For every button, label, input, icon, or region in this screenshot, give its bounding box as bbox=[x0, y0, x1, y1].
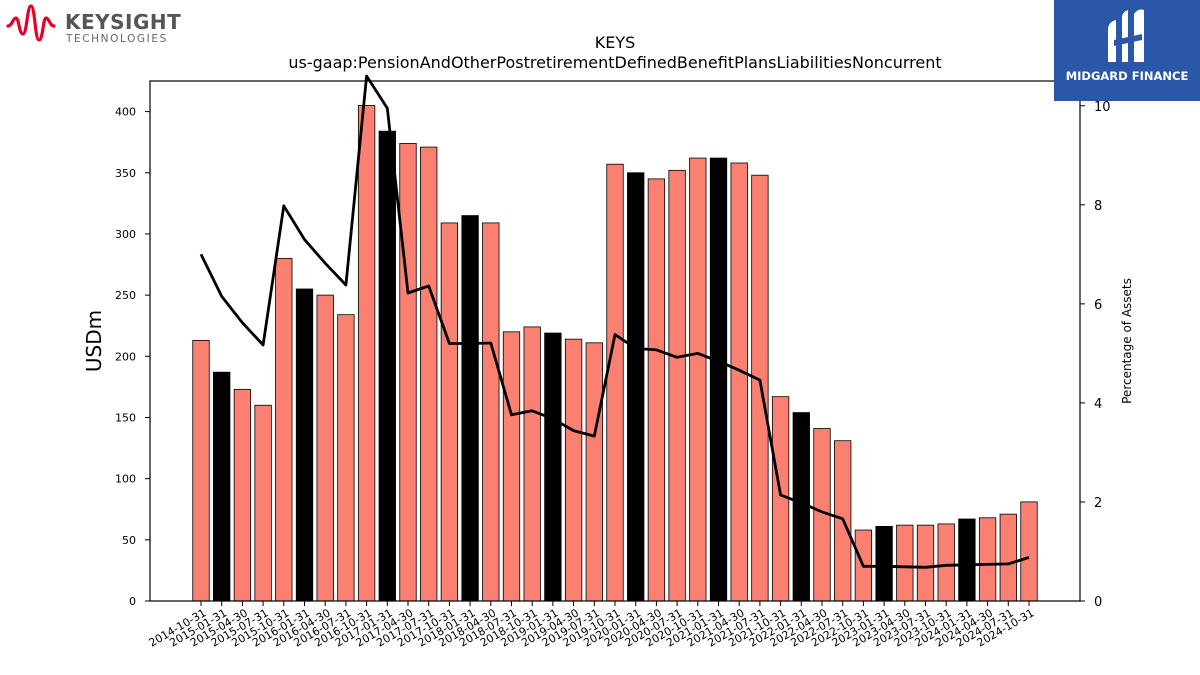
bar bbox=[709, 157, 728, 602]
bar bbox=[213, 371, 231, 602]
bar bbox=[606, 163, 624, 602]
y-tick-label: 50 bbox=[122, 534, 136, 547]
bar bbox=[730, 162, 748, 602]
company-name: KEYSIGHT bbox=[65, 10, 182, 34]
bar bbox=[627, 172, 645, 602]
bar bbox=[689, 157, 707, 602]
bar bbox=[254, 404, 272, 602]
bar bbox=[192, 339, 210, 602]
bar bbox=[461, 215, 479, 602]
y-tick-label: 300 bbox=[115, 228, 136, 241]
bar bbox=[999, 513, 1017, 602]
y-tick-label: 350 bbox=[115, 167, 136, 180]
y2-tick-label: 10 bbox=[1094, 100, 1111, 115]
bar bbox=[896, 524, 914, 602]
bar bbox=[440, 222, 459, 602]
y2-tick-label: 6 bbox=[1094, 298, 1102, 313]
bar bbox=[875, 525, 893, 602]
y-tick-label: 0 bbox=[129, 595, 136, 608]
bar bbox=[378, 130, 396, 602]
y-tick-label: 250 bbox=[115, 289, 136, 302]
y2-tick-label: 4 bbox=[1094, 397, 1102, 412]
y-tick-label: 150 bbox=[115, 411, 136, 424]
bar bbox=[502, 331, 521, 602]
line-series bbox=[199, 74, 1030, 569]
bar bbox=[958, 518, 976, 602]
percentage-line bbox=[199, 74, 1030, 569]
watermark-logo: MIDGARD FINANCE bbox=[1054, 0, 1200, 101]
y-axis-label: USDm bbox=[82, 310, 106, 372]
bar bbox=[316, 294, 334, 602]
bar bbox=[357, 105, 376, 602]
y2-tick-label: 2 bbox=[1094, 496, 1102, 511]
bar bbox=[978, 517, 997, 602]
y2-axis-label: Percentage of Assets bbox=[1120, 278, 1134, 404]
keysight-wave-icon bbox=[6, 4, 56, 42]
bar bbox=[564, 338, 583, 602]
bar bbox=[337, 314, 355, 602]
axes: 05010015020025030035040002468102014-10-3… bbox=[115, 80, 1111, 650]
watermark-name: MIDGARD FINANCE bbox=[1065, 69, 1189, 83]
bar bbox=[523, 326, 541, 602]
bar bbox=[916, 524, 935, 602]
chart-subtitle: us-gaap:PensionAndOtherPostretirementDef… bbox=[288, 53, 941, 72]
bar-series bbox=[192, 105, 1038, 602]
keysight-logo: KEYSIGHT TECHNOLOGIES bbox=[6, 4, 181, 46]
company-subname: TECHNOLOGIES bbox=[66, 33, 168, 45]
bar bbox=[295, 288, 314, 602]
midgard-logo-icon bbox=[1108, 9, 1144, 62]
bar bbox=[399, 142, 417, 602]
bar bbox=[647, 178, 666, 602]
bar bbox=[937, 523, 955, 602]
y2-tick-label: 0 bbox=[1094, 595, 1102, 610]
bar bbox=[544, 332, 562, 602]
bar bbox=[585, 342, 603, 602]
bar bbox=[771, 396, 790, 602]
y2-tick-label: 8 bbox=[1094, 199, 1102, 214]
bar bbox=[420, 146, 438, 602]
bar bbox=[233, 388, 252, 602]
bar bbox=[275, 258, 293, 602]
y-tick-label: 200 bbox=[115, 350, 136, 363]
bar bbox=[1020, 501, 1038, 602]
bar bbox=[482, 222, 500, 602]
y-tick-label: 400 bbox=[115, 106, 136, 119]
bar bbox=[751, 174, 769, 602]
bar bbox=[668, 169, 686, 602]
y-tick-label: 100 bbox=[115, 473, 136, 486]
chart-title: KEYS bbox=[595, 33, 636, 52]
